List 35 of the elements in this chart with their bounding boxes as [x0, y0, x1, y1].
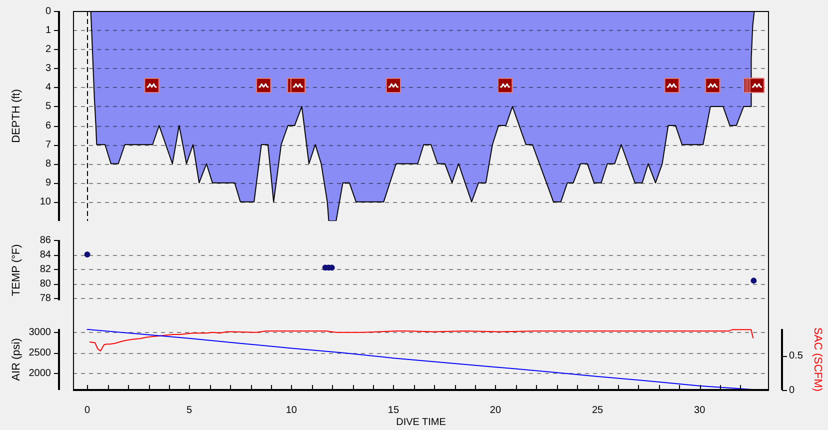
- x-tick-label: 15: [388, 404, 400, 416]
- x-tick-label: 20: [490, 404, 502, 416]
- point: [750, 278, 757, 284]
- point: [84, 252, 90, 258]
- y-tick-label: 8: [45, 158, 52, 170]
- y-tick-label: 82: [40, 264, 52, 275]
- y-tick-label: 2000: [28, 368, 52, 379]
- y-tick-label: 86: [40, 234, 52, 246]
- x-tick-label: 10: [286, 404, 298, 416]
- x-tick-label: 30: [694, 404, 706, 416]
- y-tick-label: 5: [45, 101, 52, 112]
- y-tick-label: 2500: [28, 347, 52, 358]
- x-tick-label: 25: [592, 404, 604, 416]
- y-tick-label: 80: [40, 278, 52, 290]
- y-axis-title: TEMP (°F): [10, 244, 23, 296]
- x-tick-label: 0: [84, 404, 91, 416]
- y-tick-label: 3: [45, 63, 52, 74]
- y-tick-label: 3000: [28, 327, 52, 338]
- y-tick-label: 4: [45, 82, 52, 94]
- y-tick-label: 0: [45, 6, 52, 17]
- y2-tick-label: 0: [789, 384, 795, 396]
- y2-axis-title: SAC (SCFM): [811, 327, 824, 392]
- y2-tick-label: 0.5: [789, 350, 804, 362]
- y-tick-label: 1: [45, 24, 52, 36]
- y-tick-label: 7: [45, 139, 52, 150]
- y-tick-label: 2: [45, 44, 52, 55]
- y-tick-label: 84: [40, 249, 52, 260]
- y-tick-label: 9: [45, 178, 52, 189]
- y-tick-label: 6: [45, 120, 52, 132]
- y-axis-title: DEPTH (ft): [10, 89, 23, 143]
- y-tick-label: 78: [40, 292, 52, 304]
- y-axis-title: AIR (psi): [10, 338, 23, 381]
- y-tick-label: 10: [40, 196, 52, 208]
- x-axis-title: DIVE TIME: [396, 416, 446, 428]
- x-tick-label: 5: [186, 404, 193, 416]
